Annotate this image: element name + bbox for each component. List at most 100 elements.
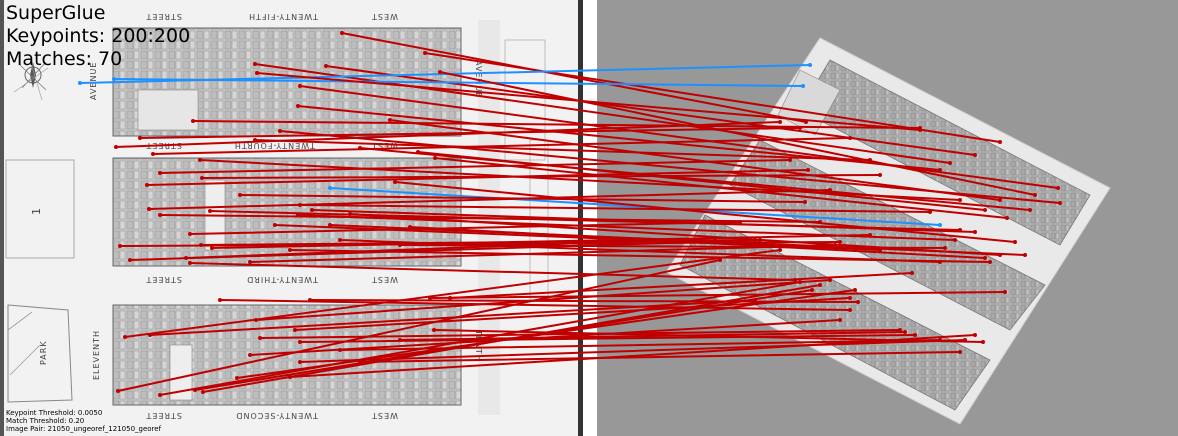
keypoint-marker (273, 223, 277, 227)
keypoint-marker (803, 200, 807, 204)
image-gap (583, 0, 597, 436)
keypoint-marker (151, 152, 155, 156)
street-label: STREET (145, 411, 182, 420)
match-line (219, 299, 851, 311)
keypoint-marker (1003, 290, 1007, 294)
keypoint-marker (298, 84, 302, 88)
keypoint-marker (398, 243, 402, 247)
keypoint-marker (338, 238, 342, 242)
keypoint-marker (218, 298, 222, 302)
matches-count: Matches: 70 (6, 48, 123, 70)
keypoint-marker (778, 248, 782, 252)
match-line (117, 259, 721, 392)
keypoint-marker (128, 258, 132, 262)
keypoint-marker (258, 336, 262, 340)
image-pair: Image Pair: 21050_ungeoref_121050_georef (6, 425, 162, 433)
keypoint-marker (928, 210, 932, 214)
match-line (339, 339, 941, 351)
keypoint-marker (398, 338, 402, 342)
street-label: WEST (371, 141, 398, 150)
keypoint-marker (324, 64, 328, 68)
keypoint-marker (1023, 253, 1027, 257)
match-line (329, 187, 941, 226)
keypoint-marker (188, 261, 192, 265)
keypoint-marker (116, 389, 120, 393)
keypoint-marker (253, 62, 257, 66)
keypoint-marker (288, 375, 292, 379)
keypoint-marker (1028, 208, 1032, 212)
keypoint-marker (938, 168, 942, 172)
keypoint-marker (118, 244, 122, 248)
keypoint-marker (973, 333, 977, 337)
keypoint-threshold: Keypoint Threshold: 0.0050 (6, 409, 103, 417)
keypoint-marker (833, 243, 837, 247)
match-line (341, 32, 807, 123)
match-line (359, 351, 961, 363)
match-line (152, 137, 851, 155)
keypoint-marker (210, 246, 214, 250)
match-line (256, 72, 921, 131)
avenue-label: ELEVENTH (92, 330, 101, 380)
match-line (159, 159, 791, 174)
match-line (389, 119, 1001, 201)
keypoint-marker (963, 338, 967, 342)
keypoint-marker (293, 328, 297, 332)
match-line (199, 159, 961, 201)
match-line (439, 71, 1036, 196)
keypoint-marker (793, 278, 797, 282)
keypoint-marker (848, 136, 852, 140)
keypoint-marker (328, 223, 332, 227)
keypoint-marker (868, 233, 872, 237)
keypoint-marker (148, 333, 152, 337)
keypoint-marker (988, 260, 992, 264)
keypoint-marker (255, 71, 259, 75)
match-line (146, 169, 809, 186)
keypoint-marker (145, 183, 149, 187)
keypoint-marker (278, 129, 282, 133)
method-title: SuperGlue (6, 2, 106, 24)
keypoint-marker (158, 171, 162, 175)
keypoint-marker (328, 186, 332, 190)
keypoint-marker (898, 328, 902, 332)
keypoint-marker (958, 350, 962, 354)
match-line (189, 221, 741, 235)
keypoint-marker (828, 278, 832, 282)
match-line (149, 299, 756, 336)
keypoint-marker (358, 146, 362, 150)
avenue-label: AVENUE (89, 62, 98, 100)
keypoint-marker (953, 238, 957, 242)
keypoint-marker (191, 119, 195, 123)
keypoint-marker (778, 120, 782, 124)
keypoint-marker (248, 260, 252, 264)
keypoint-marker (838, 240, 842, 244)
keypoint-marker (388, 118, 392, 122)
keypoint-marker (438, 70, 442, 74)
keypoint-marker (423, 51, 427, 55)
match-line (325, 65, 976, 156)
keypoint-marker (806, 168, 810, 172)
keypoint-marker (298, 360, 302, 364)
keypoint-marker (123, 335, 127, 339)
keypoint-marker (348, 212, 352, 216)
street-label: TWENTY-FOURTH (234, 141, 316, 150)
keypoint-marker (198, 158, 202, 162)
keypoint-marker (138, 136, 142, 140)
street-label: STREET (145, 275, 182, 284)
match-line (148, 189, 831, 210)
keypoint-marker (200, 176, 204, 180)
keypoint-marker (798, 280, 802, 284)
street-label: TWENTY-SECOND (235, 411, 319, 420)
match-lines (78, 31, 1062, 397)
keypoint-marker (918, 126, 922, 130)
keypoint-marker (433, 156, 437, 160)
street-label: STREET (145, 12, 182, 21)
match-line (129, 239, 761, 261)
keypoint-marker (913, 333, 917, 337)
keypoint-marker (208, 209, 212, 213)
match-line (274, 224, 881, 251)
keypoint-marker (1058, 201, 1062, 205)
keypoint-marker (910, 271, 914, 275)
keypoint-marker (338, 348, 342, 352)
keypoint-marker (938, 338, 942, 342)
